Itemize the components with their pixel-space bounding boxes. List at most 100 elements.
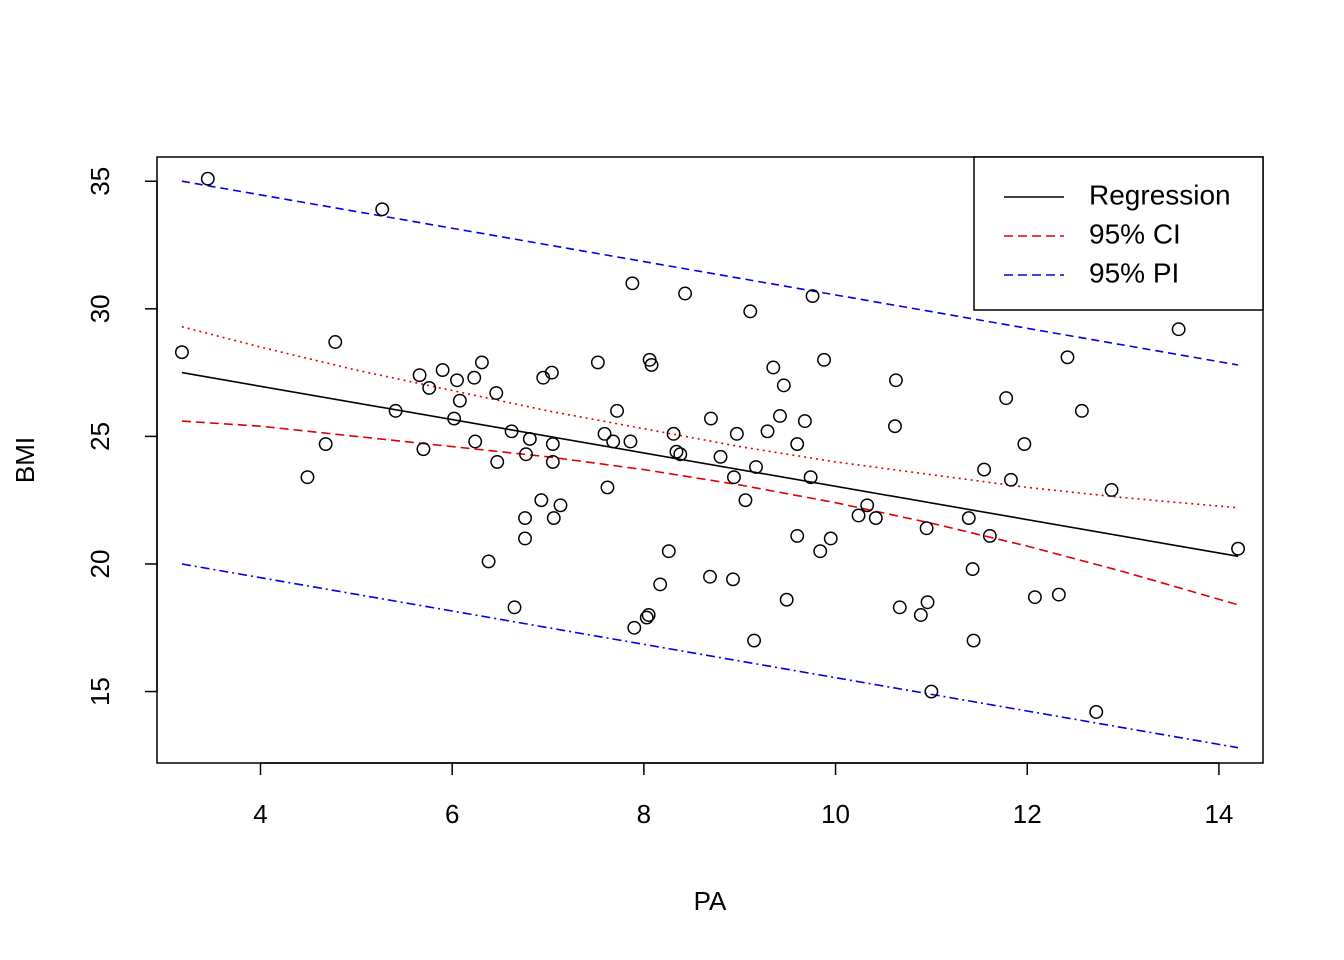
data-point — [817, 352, 832, 367]
data-point — [920, 595, 935, 610]
y-axis: 15 20 25 30 35 — [85, 167, 158, 706]
data-point — [1003, 472, 1018, 487]
data-point — [388, 403, 403, 418]
data-point — [507, 600, 522, 615]
data-point — [625, 276, 640, 291]
data-point — [490, 454, 505, 469]
data-point — [1089, 705, 1104, 719]
legend-label: 95% CI — [1089, 218, 1181, 249]
data-point — [913, 608, 928, 622]
data-point — [860, 498, 875, 513]
data-point — [743, 304, 758, 319]
y-tick-label: 25 — [85, 422, 115, 451]
data-point — [546, 511, 561, 525]
data-point — [790, 528, 805, 543]
data-point — [467, 370, 482, 385]
data-point — [965, 562, 980, 577]
data-point — [1060, 350, 1075, 365]
data-point — [961, 511, 976, 525]
x-axis: 4 6 8 10 12 14 — [253, 762, 1233, 829]
data-point — [504, 424, 519, 439]
data-point — [300, 470, 315, 485]
x-tick-label: 6 — [445, 799, 459, 829]
data-point — [851, 508, 866, 523]
data-point — [673, 447, 688, 462]
x-tick-label: 10 — [821, 799, 850, 829]
data-point — [606, 434, 621, 449]
data-point — [644, 358, 659, 372]
data-point — [519, 447, 533, 462]
data-point — [999, 391, 1014, 406]
data-point — [704, 411, 718, 426]
data-point — [747, 633, 762, 648]
regression-line — [181, 371, 1239, 558]
x-tick-label: 14 — [1204, 799, 1233, 829]
data-point — [1051, 587, 1066, 602]
pi-lower-line — [181, 563, 1239, 749]
data-point — [545, 454, 560, 469]
data-point — [776, 378, 791, 393]
data-point — [545, 437, 560, 452]
data-point — [590, 355, 605, 370]
y-tick-label: 15 — [85, 677, 115, 706]
legend-label: Regression — [1089, 179, 1231, 210]
data-point — [412, 368, 427, 383]
data-point — [522, 431, 537, 446]
data-point — [888, 373, 903, 388]
y-tick-label: 20 — [85, 550, 115, 579]
data-point — [200, 171, 215, 186]
data-point — [803, 470, 818, 485]
x-tick-label: 8 — [637, 799, 651, 829]
data-point — [766, 360, 781, 375]
x-tick-label: 4 — [253, 799, 267, 829]
data-point — [450, 373, 464, 388]
data-point — [738, 493, 753, 508]
data-point — [328, 335, 343, 349]
data-point — [669, 444, 684, 459]
data-point — [553, 498, 568, 513]
data-point — [641, 608, 656, 622]
data-point — [623, 434, 638, 449]
data-point — [544, 365, 559, 380]
data-point — [1074, 403, 1089, 418]
data-point — [174, 345, 189, 360]
data-point — [678, 286, 693, 301]
data-point — [868, 511, 883, 525]
data-point — [518, 531, 532, 546]
y-tick-label: 35 — [85, 167, 115, 196]
data-point — [790, 437, 805, 452]
data-point — [760, 424, 775, 439]
data-point — [597, 426, 612, 441]
data-point — [318, 437, 333, 452]
data-point — [416, 442, 431, 457]
legend-box — [973, 156, 1264, 311]
data-point — [489, 386, 504, 400]
x-axis-title: PA — [694, 886, 727, 916]
pi-upper-line — [181, 180, 1239, 366]
data-point — [661, 544, 676, 559]
data-point — [1017, 437, 1032, 452]
data-point — [481, 554, 496, 569]
data-point — [797, 414, 812, 429]
data-point — [452, 393, 467, 408]
data-point — [1027, 590, 1042, 605]
x-tick-label: 12 — [1013, 799, 1042, 829]
y-axis-title: BMI — [10, 437, 40, 483]
data-point — [474, 355, 489, 370]
data-point — [639, 610, 654, 625]
data-point — [653, 577, 668, 592]
data-point — [627, 620, 642, 635]
legend-label: 95% PI — [1089, 257, 1179, 288]
data-point — [468, 434, 483, 449]
data-point — [600, 480, 615, 495]
data-point — [749, 460, 763, 474]
data-point — [982, 528, 997, 543]
data-point — [1104, 483, 1119, 497]
legend: Regression 95% CI 95% PI — [973, 156, 1264, 311]
data-point — [726, 572, 740, 587]
y-tick-label: 30 — [85, 294, 115, 323]
data-point — [813, 544, 828, 559]
data-point — [1231, 541, 1246, 556]
